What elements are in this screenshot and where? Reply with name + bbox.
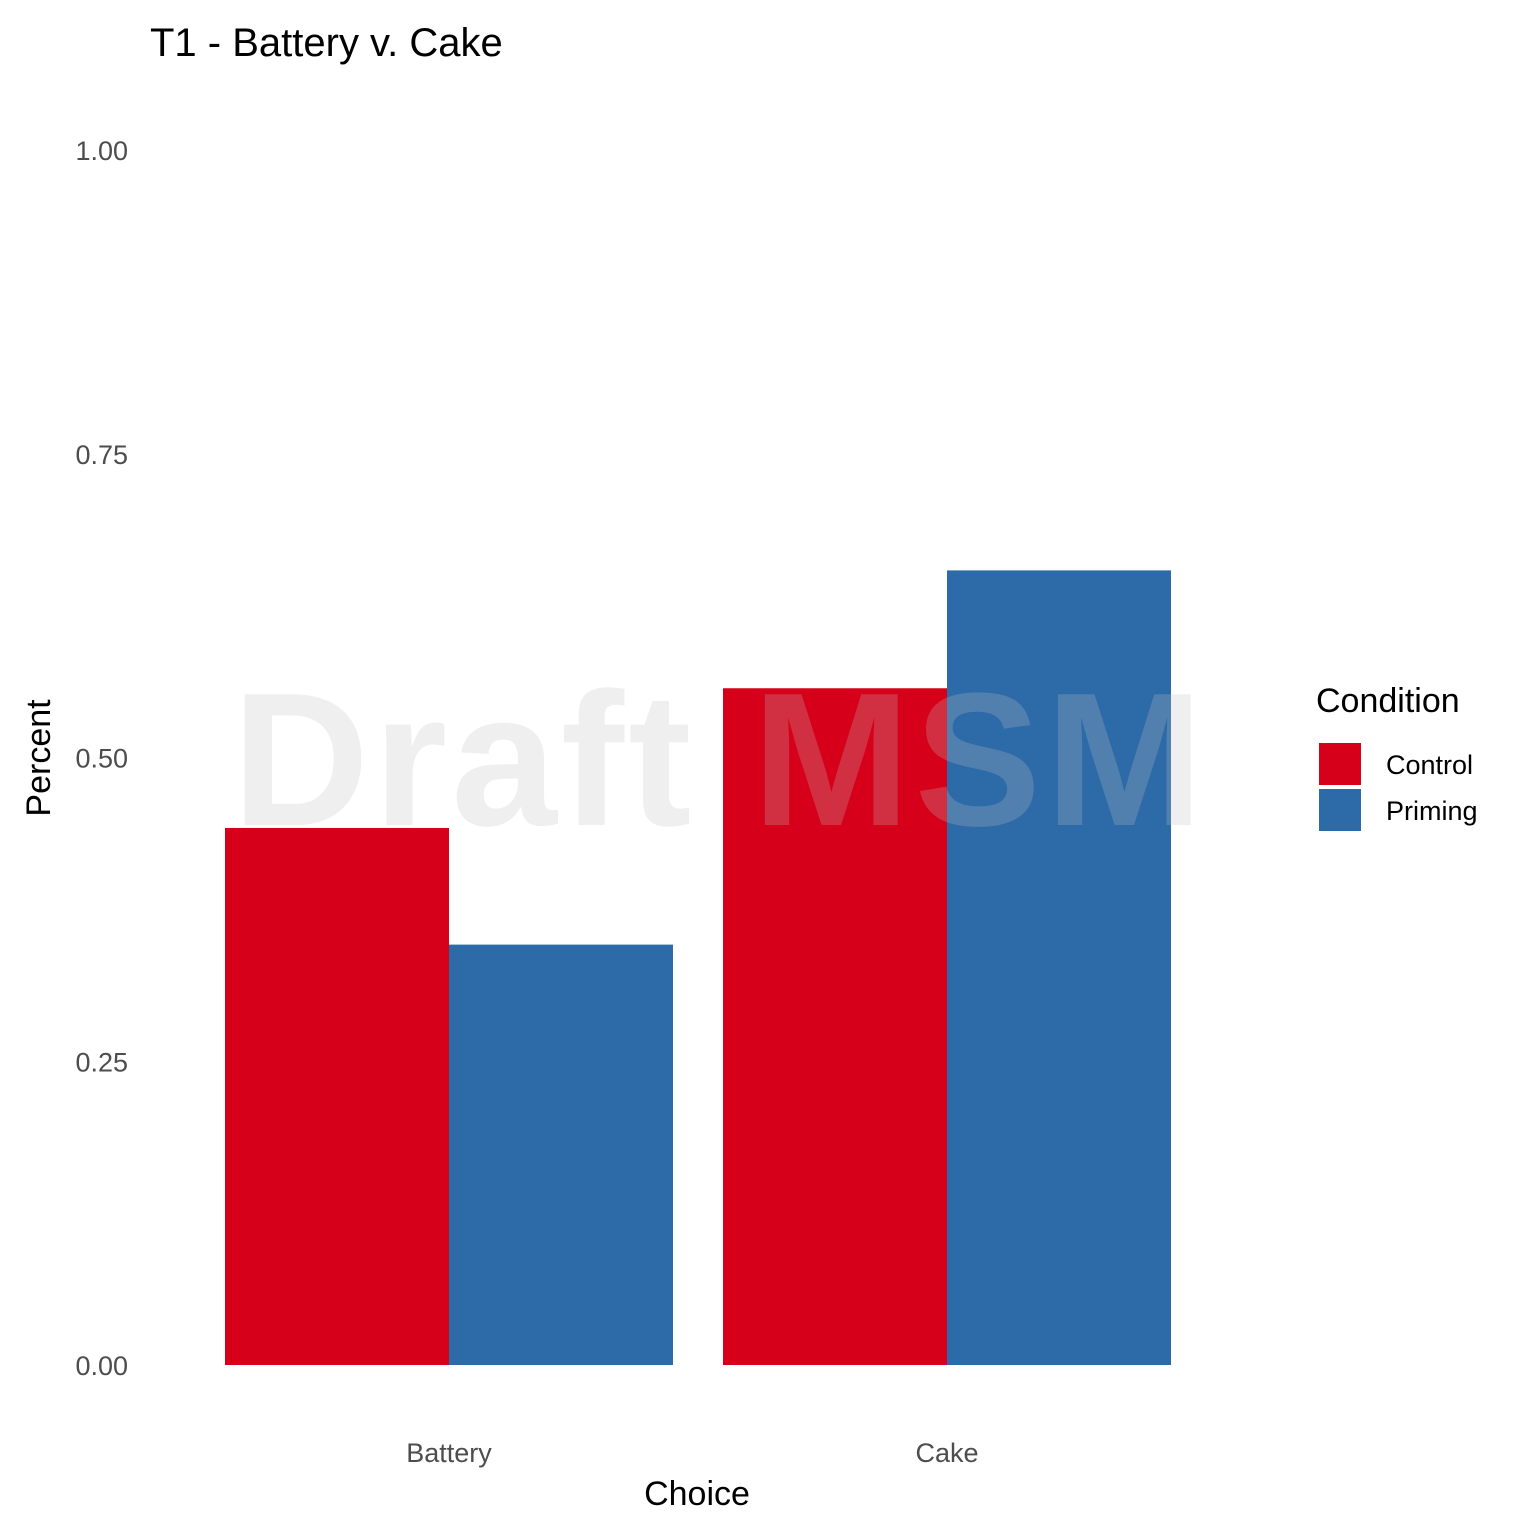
x-axis-title: Choice — [644, 1475, 750, 1513]
bar-control-cake — [723, 688, 947, 1365]
legend-swatch-priming — [1319, 789, 1361, 831]
watermark-text: Draft MSM — [232, 654, 1207, 866]
legend: Condition Control Priming — [1316, 682, 1478, 831]
bar-priming-cake — [947, 570, 1171, 1365]
bars — [225, 570, 1171, 1365]
y-tick-label: 0.50 — [75, 744, 128, 774]
chart-title: T1 - Battery v. Cake — [150, 21, 503, 65]
x-axis-ticks: Battery Cake — [406, 1438, 978, 1468]
x-tick-label: Cake — [915, 1438, 978, 1468]
legend-label-control: Control — [1386, 750, 1473, 780]
legend-label-priming: Priming — [1386, 796, 1478, 826]
y-tick-label: 0.25 — [75, 1047, 128, 1077]
bar-priming-battery — [449, 944, 673, 1365]
y-tick-label: 1.00 — [75, 136, 128, 166]
x-tick-label: Battery — [406, 1438, 492, 1468]
legend-title: Condition — [1316, 682, 1460, 720]
bar-control-battery — [225, 827, 449, 1365]
y-axis-ticks: 0.00 0.25 0.50 0.75 1.00 — [75, 136, 128, 1381]
y-axis-title: Percent — [20, 699, 58, 817]
legend-swatch-control — [1319, 743, 1361, 785]
y-tick-label: 0.75 — [75, 440, 128, 470]
y-tick-label: 0.00 — [75, 1351, 128, 1381]
